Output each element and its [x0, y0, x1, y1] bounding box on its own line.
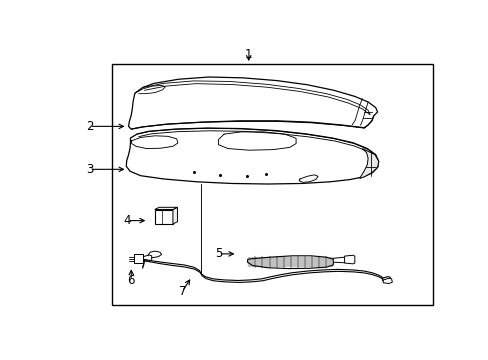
Text: 5: 5: [214, 247, 222, 260]
Polygon shape: [247, 256, 333, 269]
Polygon shape: [154, 210, 173, 224]
Polygon shape: [332, 257, 347, 263]
Polygon shape: [128, 77, 377, 129]
Text: 1: 1: [244, 48, 252, 61]
Polygon shape: [382, 276, 390, 282]
Polygon shape: [134, 255, 143, 263]
Text: 2: 2: [85, 120, 93, 133]
Text: 4: 4: [123, 214, 131, 227]
Polygon shape: [173, 207, 177, 224]
Text: 6: 6: [127, 274, 135, 287]
Text: 7: 7: [178, 285, 186, 298]
Polygon shape: [154, 207, 177, 210]
Polygon shape: [344, 255, 354, 264]
Polygon shape: [359, 149, 378, 179]
Polygon shape: [126, 128, 378, 184]
Bar: [112, 64, 432, 305]
Text: 3: 3: [86, 163, 93, 176]
Polygon shape: [383, 278, 391, 284]
